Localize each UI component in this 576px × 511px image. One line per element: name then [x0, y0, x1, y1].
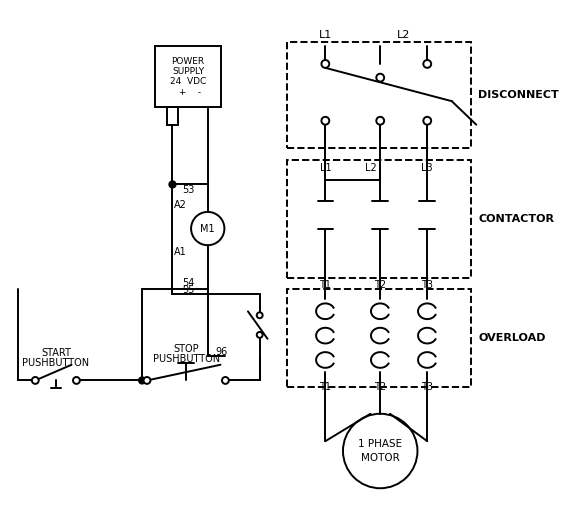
Text: T2: T2 [374, 382, 386, 392]
Text: POWER
SUPPLY
24  VDC
 +    -: POWER SUPPLY 24 VDC + - [170, 57, 206, 97]
Text: T1: T1 [319, 281, 331, 290]
Text: 95: 95 [182, 285, 195, 295]
Text: A2: A2 [175, 200, 187, 210]
Text: OVERLOAD: OVERLOAD [478, 333, 545, 343]
Circle shape [169, 181, 176, 188]
Text: PUSHBUTTON: PUSHBUTTON [22, 358, 89, 368]
Text: 96: 96 [215, 347, 228, 357]
Text: L1: L1 [320, 163, 331, 173]
Text: PUSHBUTTON: PUSHBUTTON [153, 354, 220, 364]
Bar [287, 289, 471, 387]
Text: STOP: STOP [173, 344, 199, 354]
Circle shape [73, 377, 80, 384]
Circle shape [222, 377, 229, 384]
Text: 1 PHASE: 1 PHASE [358, 439, 402, 449]
Text: DISCONNECT: DISCONNECT [478, 90, 559, 100]
Text: T1: T1 [319, 382, 331, 392]
Bar [287, 42, 471, 148]
Circle shape [321, 60, 329, 68]
Text: L2: L2 [397, 30, 411, 39]
Text: 53: 53 [182, 185, 195, 195]
Circle shape [423, 60, 431, 68]
Circle shape [321, 117, 329, 125]
Circle shape [376, 74, 384, 82]
Circle shape [257, 312, 263, 318]
Bar [287, 160, 471, 277]
Text: L2: L2 [365, 163, 376, 173]
Bar [155, 47, 221, 107]
Bar [166, 107, 179, 125]
Circle shape [139, 377, 146, 384]
Text: 54: 54 [182, 278, 195, 288]
Text: T3: T3 [421, 281, 433, 290]
Text: L1: L1 [319, 30, 332, 39]
Text: L3: L3 [422, 163, 433, 173]
Circle shape [423, 117, 431, 125]
Circle shape [32, 377, 39, 384]
Text: START: START [41, 348, 71, 358]
Text: T2: T2 [374, 281, 386, 290]
Text: M1: M1 [200, 223, 215, 234]
Circle shape [143, 377, 150, 384]
Text: A1: A1 [175, 247, 187, 257]
Text: T3: T3 [421, 382, 433, 392]
Circle shape [376, 117, 384, 125]
Text: MOTOR: MOTOR [361, 453, 400, 463]
Text: CONTACTOR: CONTACTOR [478, 214, 554, 224]
Circle shape [257, 332, 263, 338]
